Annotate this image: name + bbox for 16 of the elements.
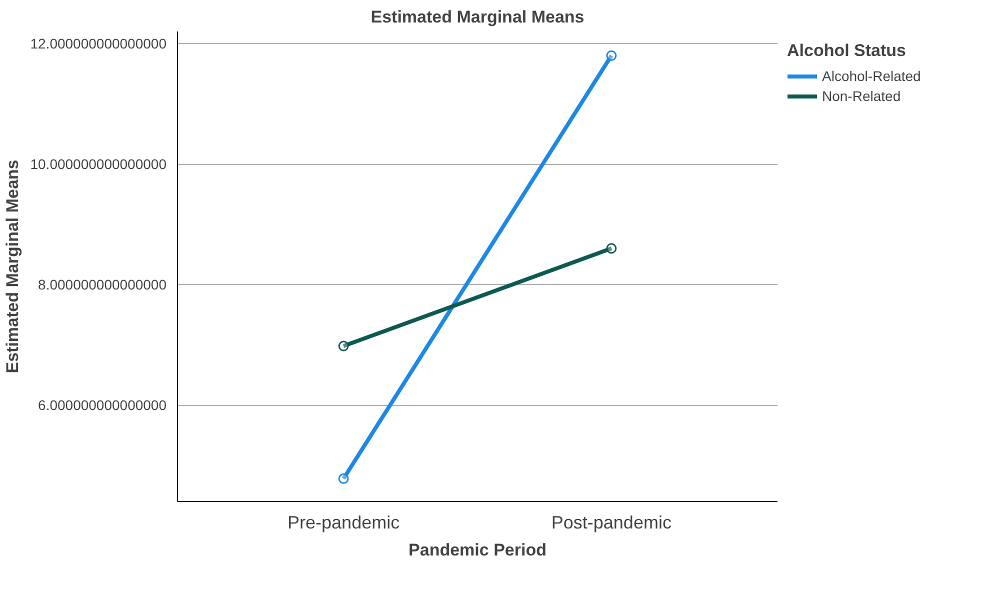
legend-label: Non-Related [822, 88, 901, 104]
x-tick-label: Post-pandemic [551, 512, 672, 532]
chart-title: Estimated Marginal Means [370, 8, 584, 26]
y-tick-label: 6.000000000000000 [38, 397, 167, 414]
y-axis-title: Estimated Marginal Means [3, 160, 22, 374]
y-tick-label: 12.000000000000000 [30, 36, 167, 52]
y-tick-label: 8.000000000000000 [38, 276, 167, 293]
x-tick-label: Pre-pandemic [288, 512, 400, 532]
legend-label: Alcohol-Related [822, 68, 921, 84]
x-axis-title: Pandemic Period [408, 540, 546, 560]
legend-title: Alcohol Status [787, 41, 908, 61]
point [606, 50, 617, 61]
y-tick-label: 10.000000000000000 [30, 156, 167, 172]
point [338, 340, 349, 352]
point [606, 243, 617, 254]
point [338, 473, 349, 484]
